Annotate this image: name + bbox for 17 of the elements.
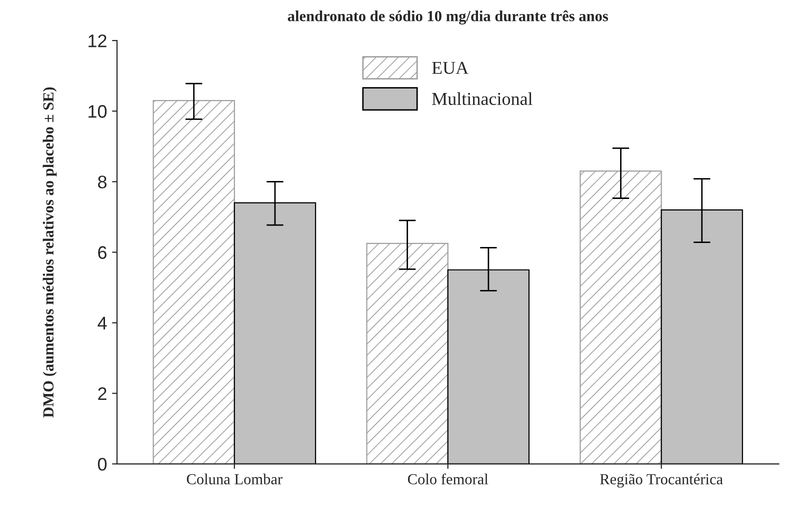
x-tick-label: Região Trocantérica bbox=[600, 474, 723, 488]
chart-title: alendronato de sódio 10 mg/dia durante três anos bbox=[288, 10, 608, 24]
y-tick-label: 2 bbox=[98, 387, 106, 400]
y-axis-title: DMO (aumentos médios relativos ao placebo ± SE) bbox=[42, 87, 57, 418]
y-tick-label: 12 bbox=[88, 34, 106, 48]
y-tick-label: 4 bbox=[98, 316, 107, 330]
bar bbox=[366, 242, 448, 464]
y-tick-label: 0 bbox=[98, 458, 107, 471]
legend-label: EUA bbox=[432, 62, 469, 74]
bar bbox=[580, 170, 662, 464]
bar bbox=[152, 100, 235, 464]
y-tick-label: 6 bbox=[98, 246, 106, 259]
legend-label: Multinacional bbox=[432, 92, 532, 106]
y-tick-label: 8 bbox=[98, 176, 107, 188]
x-tick-label: Colo femoral bbox=[408, 473, 488, 484]
x-tick-label: Coluna Lombar bbox=[186, 474, 282, 484]
y-tick-label: 10 bbox=[88, 105, 107, 118]
